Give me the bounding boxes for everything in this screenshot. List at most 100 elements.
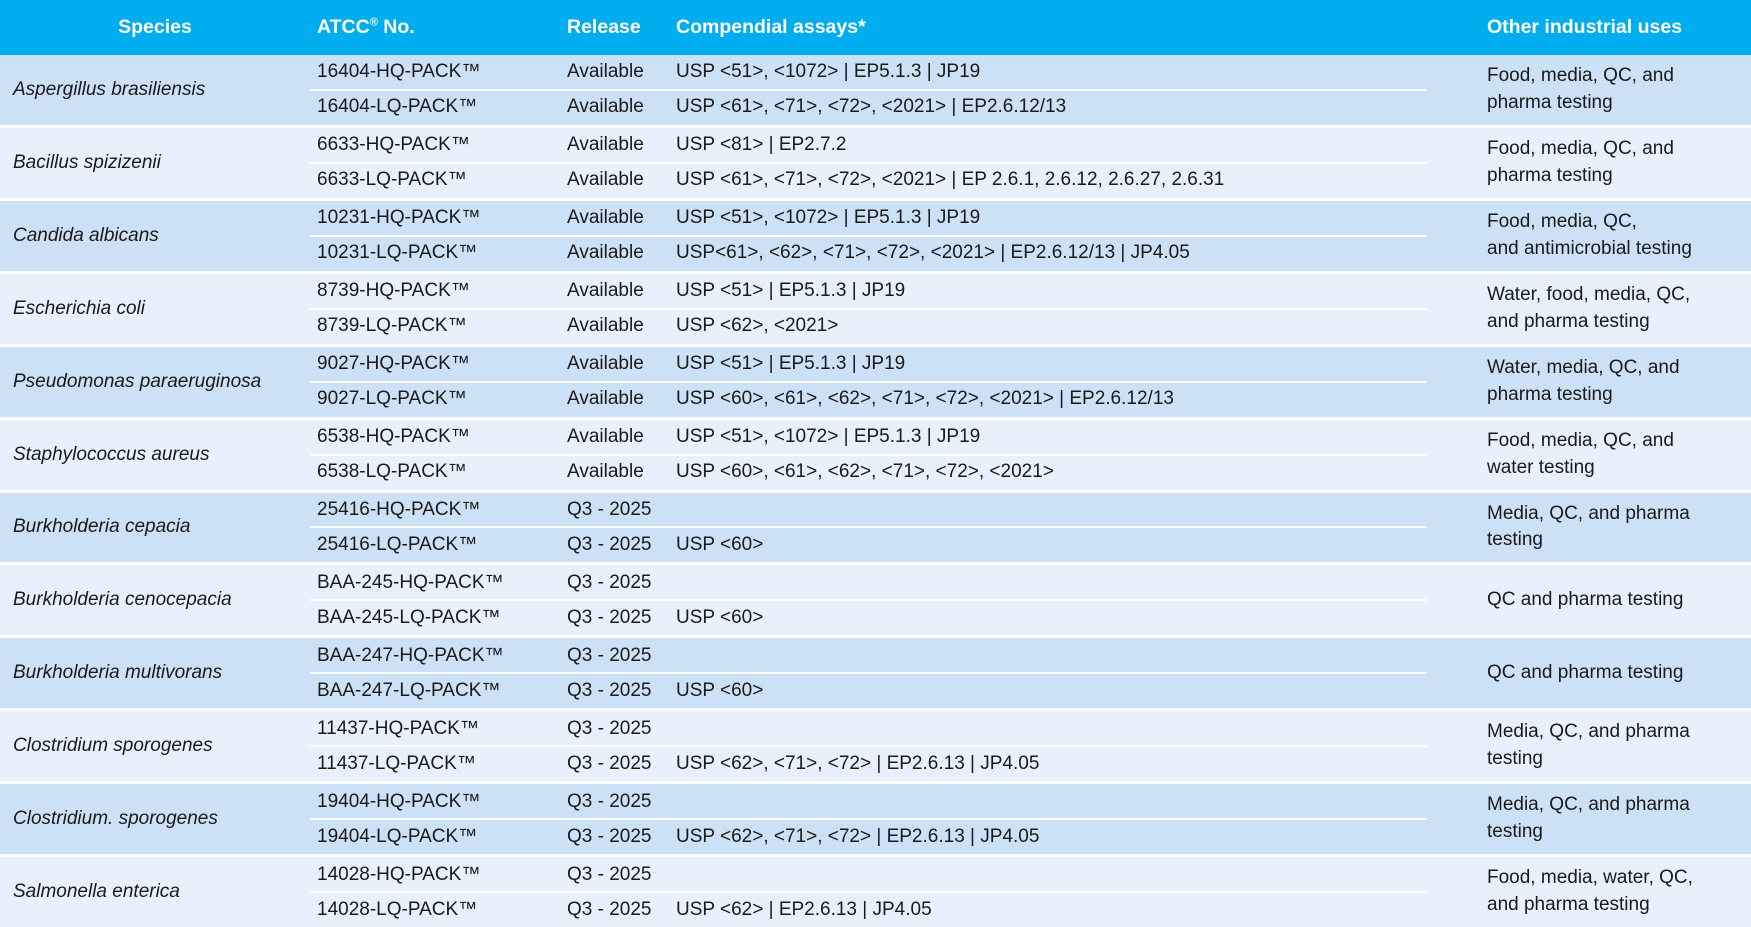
species-name: Burkholderia cepacia: [13, 516, 191, 538]
species-group-row: Escherichia coli 8739-HQ-PACK™ Available…: [0, 270, 1751, 344]
other-industrial-uses: Food, media, QC, and antimicrobial testin…: [1487, 210, 1692, 259]
release-status-hq: Q3 - 2025: [567, 499, 652, 520]
compendial-assays-hq: USP <51> | EP5.1.3 | JP19: [676, 280, 906, 302]
atcc-number-lq: BAA-247-LQ-PACK™: [317, 679, 501, 701]
atcc-number-hq: 6538-HQ-PACK™: [317, 426, 470, 448]
compendial-assays-hq: [665, 857, 1480, 892]
release-status-lq: Q3 - 2025: [567, 606, 652, 628]
column-header-release: Release: [567, 16, 641, 38]
species-name: Clostridium. sporogenes: [13, 808, 218, 830]
atcc-number-hq: 14028-HQ-PACK™: [317, 863, 481, 885]
species-group-row: Aspergillus brasiliensis 16404-HQ-PACK™ …: [0, 55, 1751, 125]
atcc-number-hq: 10231-HQ-PACK™: [317, 207, 481, 229]
atcc-number-hq: 11437-HQ-PACK™: [317, 717, 479, 739]
compendial-assays-lq: USP <61>, <71>, <72>, <2021> | EP 2.6.1,…: [676, 169, 1225, 191]
species-group-row: Clostridium. sporogenes 19404-HQ-PACK™ Q…: [0, 781, 1751, 855]
other-industrial-uses: QC and pharma testing: [1487, 661, 1684, 683]
species-group-row: Burkholderia cenocepacia BAA-245-HQ-PACK…: [0, 562, 1751, 636]
table-header-row: Species ATCC® No. Release Compendial ass…: [0, 0, 1751, 55]
release-status-hq: Q3 - 2025: [567, 790, 652, 812]
compendial-assays-hq: [665, 638, 1480, 673]
registered-mark: ®: [369, 16, 378, 29]
compendial-assays-lq: USP <62>, <2021>: [676, 315, 839, 337]
other-industrial-uses: Media, QC, and pharma testing: [1487, 794, 1690, 843]
release-status-hq: Q3 - 2025: [567, 717, 652, 739]
other-industrial-uses: Water, food, media, QC, and pharma testin…: [1487, 283, 1691, 332]
atcc-number-lq: 16404-LQ-PACK™: [317, 96, 478, 118]
atcc-number-lq: 6538-LQ-PACK™: [317, 461, 467, 483]
compendial-assays-hq: USP <51>, <1072> | EP5.1.3 | JP19: [676, 426, 981, 448]
compendial-assays-lq: USP <62> | EP2.6.13 | JP4.05: [676, 898, 932, 920]
species-name: Staphylococcus aureus: [13, 443, 210, 465]
release-status-lq: Available: [567, 388, 644, 410]
column-header-atcc-no: ATCC® No.: [317, 16, 415, 38]
compendial-assays-lq: USP <60>: [676, 679, 764, 701]
atcc-number-lq: 8739-LQ-PACK™: [317, 315, 467, 337]
other-industrial-uses: QC and pharma testing: [1487, 588, 1684, 610]
compendial-assays-lq: USP<61>, <62>, <71>, <72>, <2021> | EP2.…: [676, 242, 1190, 264]
species-name: Escherichia coli: [13, 297, 145, 319]
species-group-row: Candida albicans 10231-HQ-PACK™ Availabl…: [0, 197, 1751, 271]
atcc-number-lq: 9027-LQ-PACK™: [317, 388, 467, 410]
release-status-hq: Q3 - 2025: [567, 644, 652, 666]
atcc-number-hq: 19404-HQ-PACK™: [317, 790, 481, 812]
compendial-assays-hq: [665, 711, 1480, 746]
release-status-lq: Q3 - 2025: [567, 825, 652, 847]
species-name: Burkholderia multivorans: [13, 662, 223, 684]
atcc-number-lq: 10231-LQ-PACK™: [317, 242, 478, 264]
release-status-hq: Q3 - 2025: [567, 863, 652, 885]
table-body: Aspergillus brasiliensis 16404-HQ-PACK™ …: [0, 55, 1751, 927]
compendial-assays-lq: USP <62>, <71>, <72> | EP2.6.13 | JP4.05: [676, 825, 1040, 847]
compendial-assays-hq: USP <51> | EP5.1.3 | JP19: [676, 353, 906, 375]
species-group-row: Staphylococcus aureus 6538-HQ-PACK™ Avai…: [0, 416, 1751, 490]
other-industrial-uses: Food, media, QC, and pharma testing: [1487, 64, 1674, 113]
species-name: Bacillus spizizenii: [13, 151, 161, 173]
release-status-lq: Available: [567, 461, 644, 483]
compendial-assays-lq: USP <61>, <71>, <72>, <2021> | EP2.6.12/…: [676, 96, 1067, 118]
column-header-compendial-assays: Compendial assays*: [676, 16, 866, 38]
release-status-hq: Available: [567, 61, 644, 83]
release-status-lq: Available: [567, 242, 644, 264]
release-status-lq: Available: [567, 315, 644, 337]
compendial-assays-hq: [665, 784, 1480, 819]
atcc-number-hq: 16404-HQ-PACK™: [317, 61, 481, 83]
species-group-row: Pseudomonas paraeruginosa 9027-HQ-PACK™ …: [0, 343, 1751, 417]
release-status-lq: Available: [567, 169, 644, 191]
atcc-number-lq: 11437-LQ-PACK™: [317, 752, 476, 774]
column-header-species: Species: [118, 16, 192, 38]
compendial-assays-hq: USP <51>, <1072> | EP5.1.3 | JP19: [676, 207, 981, 229]
species-group-row: Salmonella enterica 14028-HQ-PACK™ Q3 - …: [0, 854, 1751, 927]
compendial-assays-lq: USP <60>, <61>, <62>, <71>, <72>, <2021>: [676, 461, 1054, 483]
compendial-assays-lq: USP <60>, <61>, <62>, <71>, <72>, <2021>…: [676, 388, 1174, 410]
compendial-assays-lq: USP <62>, <71>, <72> | EP2.6.13 | JP4.05: [676, 752, 1040, 774]
compendial-assays-hq: [665, 493, 1480, 528]
compendial-assays-hq: [665, 565, 1480, 600]
release-status-hq: Available: [567, 426, 644, 448]
release-status-lq: Q3 - 2025: [567, 898, 652, 920]
atcc-number-lq: 6633-LQ-PACK™: [317, 169, 467, 191]
atcc-number-hq: BAA-245-HQ-PACK™: [317, 571, 504, 593]
other-industrial-uses: Water, media, QC, and pharma testing: [1487, 356, 1680, 405]
compendial-assays-lq: USP <60>: [676, 606, 764, 628]
other-industrial-uses: Media, QC, and pharma testing: [1487, 502, 1690, 551]
release-status-lq: Q3 - 2025: [567, 533, 652, 555]
release-status-hq: Q3 - 2025: [567, 571, 652, 593]
species-name: Burkholderia cenocepacia: [13, 589, 232, 611]
species-name: Aspergillus brasiliensis: [13, 78, 206, 100]
other-industrial-uses: Food, media, QC, and water testing: [1487, 429, 1674, 478]
atcc-number-hq: BAA-247-HQ-PACK™: [317, 644, 504, 666]
species-name: Salmonella enterica: [13, 881, 180, 903]
column-header-other-industrial-uses: Other industrial uses: [1487, 16, 1683, 38]
atcc-number-lq: 25416-LQ-PACK™: [317, 533, 478, 555]
species-group-row: Bacillus spizizenii 6633-HQ-PACK™ Availa…: [0, 124, 1751, 198]
atcc-number-lq: BAA-245-LQ-PACK™: [317, 606, 501, 628]
compendial-assays-hq: USP <51>, <1072> | EP5.1.3 | JP19: [676, 61, 981, 83]
species-name: Candida albicans: [13, 224, 159, 246]
release-status-lq: Available: [567, 96, 644, 118]
species-group-row: Burkholderia cepacia 25416-HQ-PACK™ Q3 -…: [0, 489, 1751, 563]
species-name: Pseudomonas paraeruginosa: [13, 370, 262, 392]
atcc-number-hq: 6633-HQ-PACK™: [317, 134, 470, 156]
atcc-number-hq: 9027-HQ-PACK™: [317, 353, 470, 375]
species-group-row: Burkholderia multivorans BAA-247-HQ-PACK…: [0, 635, 1751, 709]
